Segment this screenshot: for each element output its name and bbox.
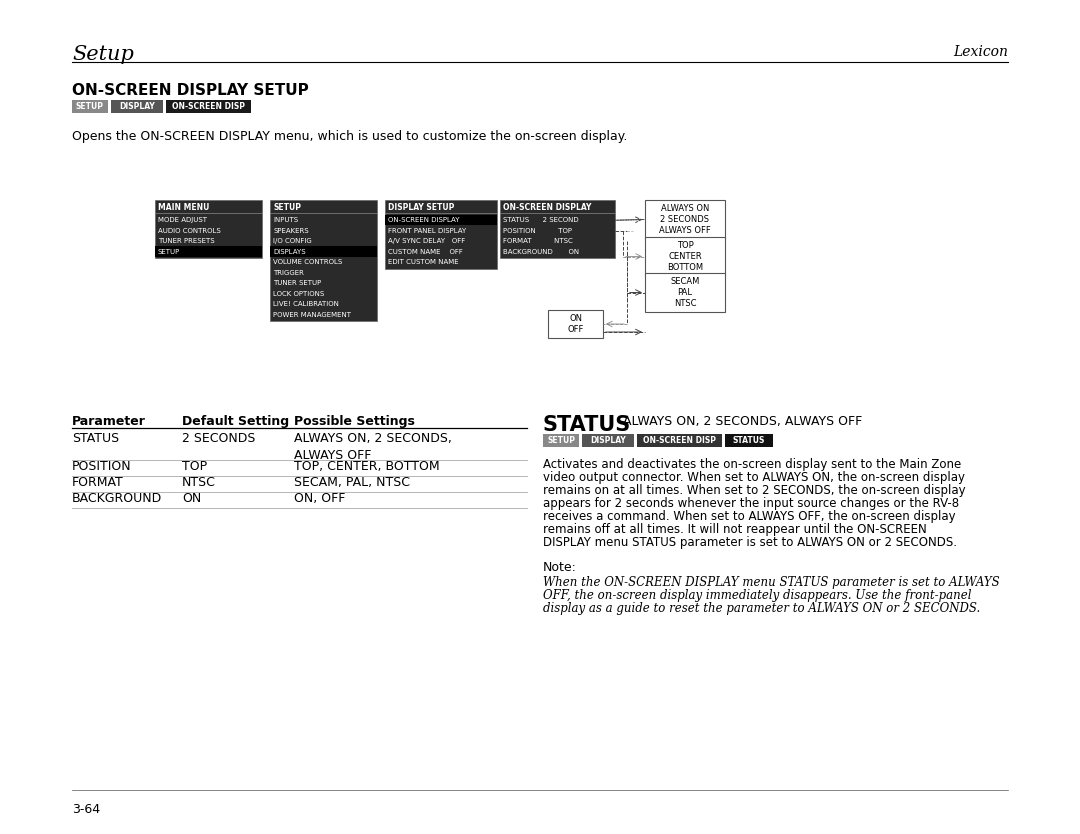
Bar bbox=[111, 100, 163, 113]
Text: Activates and deactivates the on-screen display sent to the Main Zone: Activates and deactivates the on-screen … bbox=[543, 458, 961, 471]
Text: A/V SYNC DELAY   OFF: A/V SYNC DELAY OFF bbox=[388, 239, 465, 244]
Bar bbox=[156, 246, 262, 257]
Text: Lexicon: Lexicon bbox=[954, 45, 1008, 59]
Text: SETUP: SETUP bbox=[76, 102, 104, 111]
Text: Setup: Setup bbox=[72, 45, 134, 64]
Bar bbox=[637, 434, 723, 447]
Text: LIVE! CALIBRATION: LIVE! CALIBRATION bbox=[273, 301, 339, 307]
Text: LOCK OPTIONS: LOCK OPTIONS bbox=[273, 291, 324, 297]
Bar bbox=[645, 237, 725, 276]
Text: OFF, the on-screen display immediately disappears. Use the front-panel: OFF, the on-screen display immediately d… bbox=[543, 589, 972, 602]
Text: SPEAKERS: SPEAKERS bbox=[273, 228, 309, 234]
Text: Opens the ON-SCREEN DISPLAY menu, which is used to customize the on-screen displ: Opens the ON-SCREEN DISPLAY menu, which … bbox=[72, 130, 627, 143]
Text: video output connector. When set to ALWAYS ON, the on-screen display: video output connector. When set to ALWA… bbox=[543, 471, 966, 484]
Text: 2 SECONDS: 2 SECONDS bbox=[661, 215, 710, 224]
Text: I/O CONFIG: I/O CONFIG bbox=[273, 239, 312, 244]
Text: MAIN MENU: MAIN MENU bbox=[158, 203, 210, 212]
Text: When the ON-SCREEN DISPLAY menu STATUS parameter is set to ALWAYS: When the ON-SCREEN DISPLAY menu STATUS p… bbox=[543, 576, 1000, 589]
Text: SETUP: SETUP bbox=[546, 436, 575, 445]
Bar bbox=[270, 200, 377, 321]
Text: TOP: TOP bbox=[677, 241, 693, 250]
Text: DISPLAY menu STATUS parameter is set to ALWAYS ON or 2 SECONDS.: DISPLAY menu STATUS parameter is set to … bbox=[543, 536, 957, 549]
Text: SETUP: SETUP bbox=[273, 203, 301, 212]
Text: ON-SCREEN DISP: ON-SCREEN DISP bbox=[172, 102, 245, 111]
Text: appears for 2 seconds whenever the input source changes or the RV-8: appears for 2 seconds whenever the input… bbox=[543, 497, 959, 510]
Text: display as a guide to reset the parameter to ALWAYS ON or 2 SECONDS.: display as a guide to reset the paramete… bbox=[543, 602, 981, 615]
Text: TUNER PRESETS: TUNER PRESETS bbox=[158, 239, 215, 244]
Text: TOP, CENTER, BOTTOM: TOP, CENTER, BOTTOM bbox=[294, 460, 440, 473]
Text: AUDIO CONTROLS: AUDIO CONTROLS bbox=[158, 228, 220, 234]
Text: TRIGGER: TRIGGER bbox=[273, 269, 303, 276]
Text: DISPLAY SETUP: DISPLAY SETUP bbox=[388, 203, 455, 212]
Text: MODE ADJUST: MODE ADJUST bbox=[158, 217, 207, 224]
Bar bbox=[156, 200, 262, 258]
Text: remains on at all times. When set to 2 SECONDS, the on-screen display: remains on at all times. When set to 2 S… bbox=[543, 484, 966, 497]
Bar bbox=[582, 434, 634, 447]
Text: ALWAYS ON, 2 SECONDS, ALWAYS OFF: ALWAYS ON, 2 SECONDS, ALWAYS OFF bbox=[623, 415, 862, 428]
Text: SECAM: SECAM bbox=[671, 277, 700, 286]
Text: SETUP: SETUP bbox=[158, 249, 180, 254]
Text: ON-SCREEN DISP: ON-SCREEN DISP bbox=[643, 436, 716, 445]
Text: STATUS: STATUS bbox=[543, 415, 631, 435]
Text: ALWAYS ON, 2 SECONDS,
ALWAYS OFF: ALWAYS ON, 2 SECONDS, ALWAYS OFF bbox=[294, 432, 451, 461]
Text: ON-SCREEN DISPLAY: ON-SCREEN DISPLAY bbox=[388, 217, 459, 224]
Text: ON: ON bbox=[569, 314, 582, 323]
Text: STATUS      2 SECOND: STATUS 2 SECOND bbox=[503, 217, 579, 224]
Bar bbox=[645, 200, 725, 239]
Text: BACKGROUND: BACKGROUND bbox=[72, 492, 162, 505]
Text: ON-SCREEN DISPLAY: ON-SCREEN DISPLAY bbox=[503, 203, 592, 212]
Text: DISPLAYS: DISPLAYS bbox=[273, 249, 306, 254]
Text: ON: ON bbox=[183, 492, 201, 505]
Text: TUNER SETUP: TUNER SETUP bbox=[273, 280, 321, 286]
Bar bbox=[543, 434, 579, 447]
Bar bbox=[384, 200, 497, 269]
Bar bbox=[166, 100, 251, 113]
Text: 3-64: 3-64 bbox=[72, 803, 100, 816]
Text: 2 SECONDS: 2 SECONDS bbox=[183, 432, 255, 445]
Bar bbox=[725, 434, 773, 447]
Bar bbox=[270, 246, 377, 257]
Text: POSITION: POSITION bbox=[72, 460, 132, 473]
Text: BOTTOM: BOTTOM bbox=[667, 263, 703, 272]
Text: SECAM, PAL, NTSC: SECAM, PAL, NTSC bbox=[294, 476, 410, 489]
Text: ALWAYS ON: ALWAYS ON bbox=[661, 204, 710, 213]
Text: STATUS: STATUS bbox=[72, 432, 119, 445]
Text: TOP: TOP bbox=[183, 460, 207, 473]
Text: OFF: OFF bbox=[567, 325, 583, 334]
Bar bbox=[72, 100, 108, 113]
Text: STATUS: STATUS bbox=[733, 436, 766, 445]
Text: ON-SCREEN DISPLAY SETUP: ON-SCREEN DISPLAY SETUP bbox=[72, 83, 309, 98]
Text: ALWAYS OFF: ALWAYS OFF bbox=[659, 226, 711, 235]
Text: CUSTOM NAME    OFF: CUSTOM NAME OFF bbox=[388, 249, 463, 254]
Text: FRONT PANEL DISPLAY: FRONT PANEL DISPLAY bbox=[388, 228, 467, 234]
Text: BACKGROUND       ON: BACKGROUND ON bbox=[503, 249, 579, 254]
Bar bbox=[384, 214, 497, 225]
Text: POWER MANAGEMENT: POWER MANAGEMENT bbox=[273, 312, 351, 318]
Text: receives a command. When set to ALWAYS OFF, the on-screen display: receives a command. When set to ALWAYS O… bbox=[543, 510, 956, 523]
Text: VOLUME CONTROLS: VOLUME CONTROLS bbox=[273, 259, 342, 265]
Text: POSITION          TOP: POSITION TOP bbox=[503, 228, 572, 234]
Text: NTSC: NTSC bbox=[183, 476, 216, 489]
Text: INPUTS: INPUTS bbox=[273, 217, 298, 224]
Text: FORMAT: FORMAT bbox=[72, 476, 124, 489]
Text: DISPLAY: DISPLAY bbox=[119, 102, 154, 111]
Text: Default Setting: Default Setting bbox=[183, 415, 289, 428]
Text: Note:: Note: bbox=[543, 561, 577, 574]
Text: DISPLAY: DISPLAY bbox=[590, 436, 626, 445]
Text: PAL: PAL bbox=[677, 288, 692, 297]
Text: Parameter: Parameter bbox=[72, 415, 146, 428]
Text: Possible Settings: Possible Settings bbox=[294, 415, 415, 428]
Text: CENTER: CENTER bbox=[669, 252, 702, 261]
Text: EDIT CUSTOM NAME: EDIT CUSTOM NAME bbox=[388, 259, 459, 265]
Text: remains off at all times. It will not reappear until the ON-SCREEN: remains off at all times. It will not re… bbox=[543, 523, 927, 536]
Text: ON, OFF: ON, OFF bbox=[294, 492, 346, 505]
Bar bbox=[500, 200, 615, 258]
Bar bbox=[548, 310, 603, 338]
Text: FORMAT          NTSC: FORMAT NTSC bbox=[503, 239, 572, 244]
Bar bbox=[645, 273, 725, 312]
Text: NTSC: NTSC bbox=[674, 299, 697, 308]
